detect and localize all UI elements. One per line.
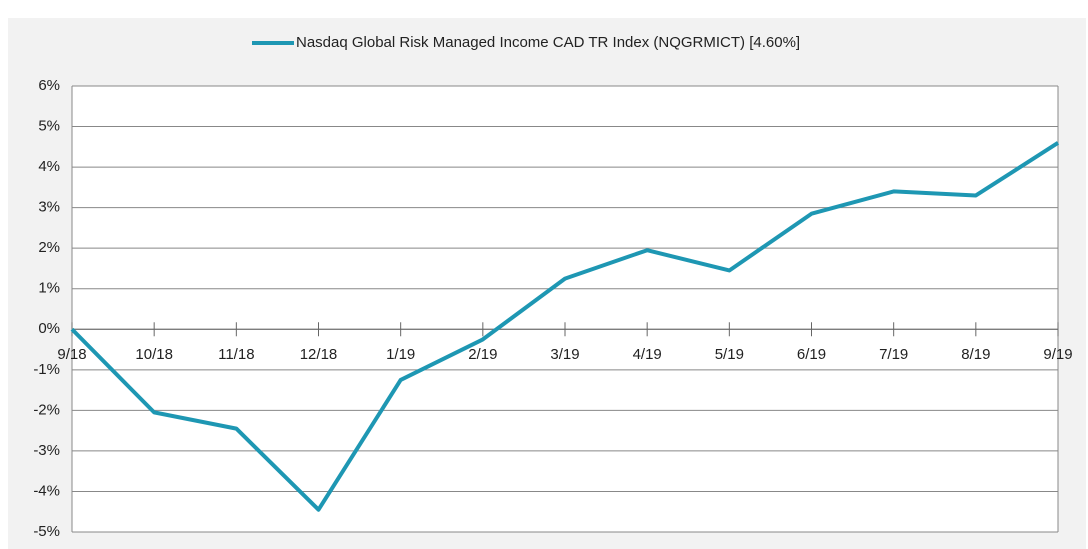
x-tick-label: 8/19: [961, 346, 990, 363]
y-tick-label: -5%: [33, 523, 60, 540]
y-tick-label: -2%: [33, 401, 60, 418]
x-tick-label: 11/18: [218, 346, 254, 363]
y-tick-label: 1%: [38, 280, 60, 297]
legend-label: Nasdaq Global Risk Managed Income CAD TR…: [296, 34, 800, 51]
y-tick-label: -3%: [33, 442, 60, 459]
x-tick-label: 7/19: [879, 346, 908, 363]
y-tick-label: 4%: [38, 158, 60, 175]
y-tick-label: 0%: [38, 320, 60, 337]
y-tick-label: -1%: [33, 361, 60, 378]
x-tick-label: 10/18: [135, 346, 173, 363]
x-tick-label: 1/19: [386, 346, 415, 363]
x-tick-label: 3/19: [550, 346, 579, 363]
x-tick-label: 9/19: [1043, 346, 1072, 363]
y-tick-label: 6%: [38, 77, 60, 94]
y-tick-label: 5%: [38, 118, 60, 135]
plot-area: [72, 86, 1058, 532]
y-tick-label: -4%: [33, 482, 60, 499]
x-tick-label: 4/19: [633, 346, 662, 363]
x-tick-label: 12/18: [300, 346, 338, 363]
x-tick-label: 2/19: [468, 346, 497, 363]
x-tick-label: 5/19: [715, 346, 744, 363]
x-tick-label: 6/19: [797, 346, 826, 363]
y-tick-label: 2%: [38, 239, 60, 256]
y-tick-label: 3%: [38, 199, 60, 216]
series-line: [70, 141, 1060, 512]
x-tick-label: 9/18: [57, 346, 86, 363]
